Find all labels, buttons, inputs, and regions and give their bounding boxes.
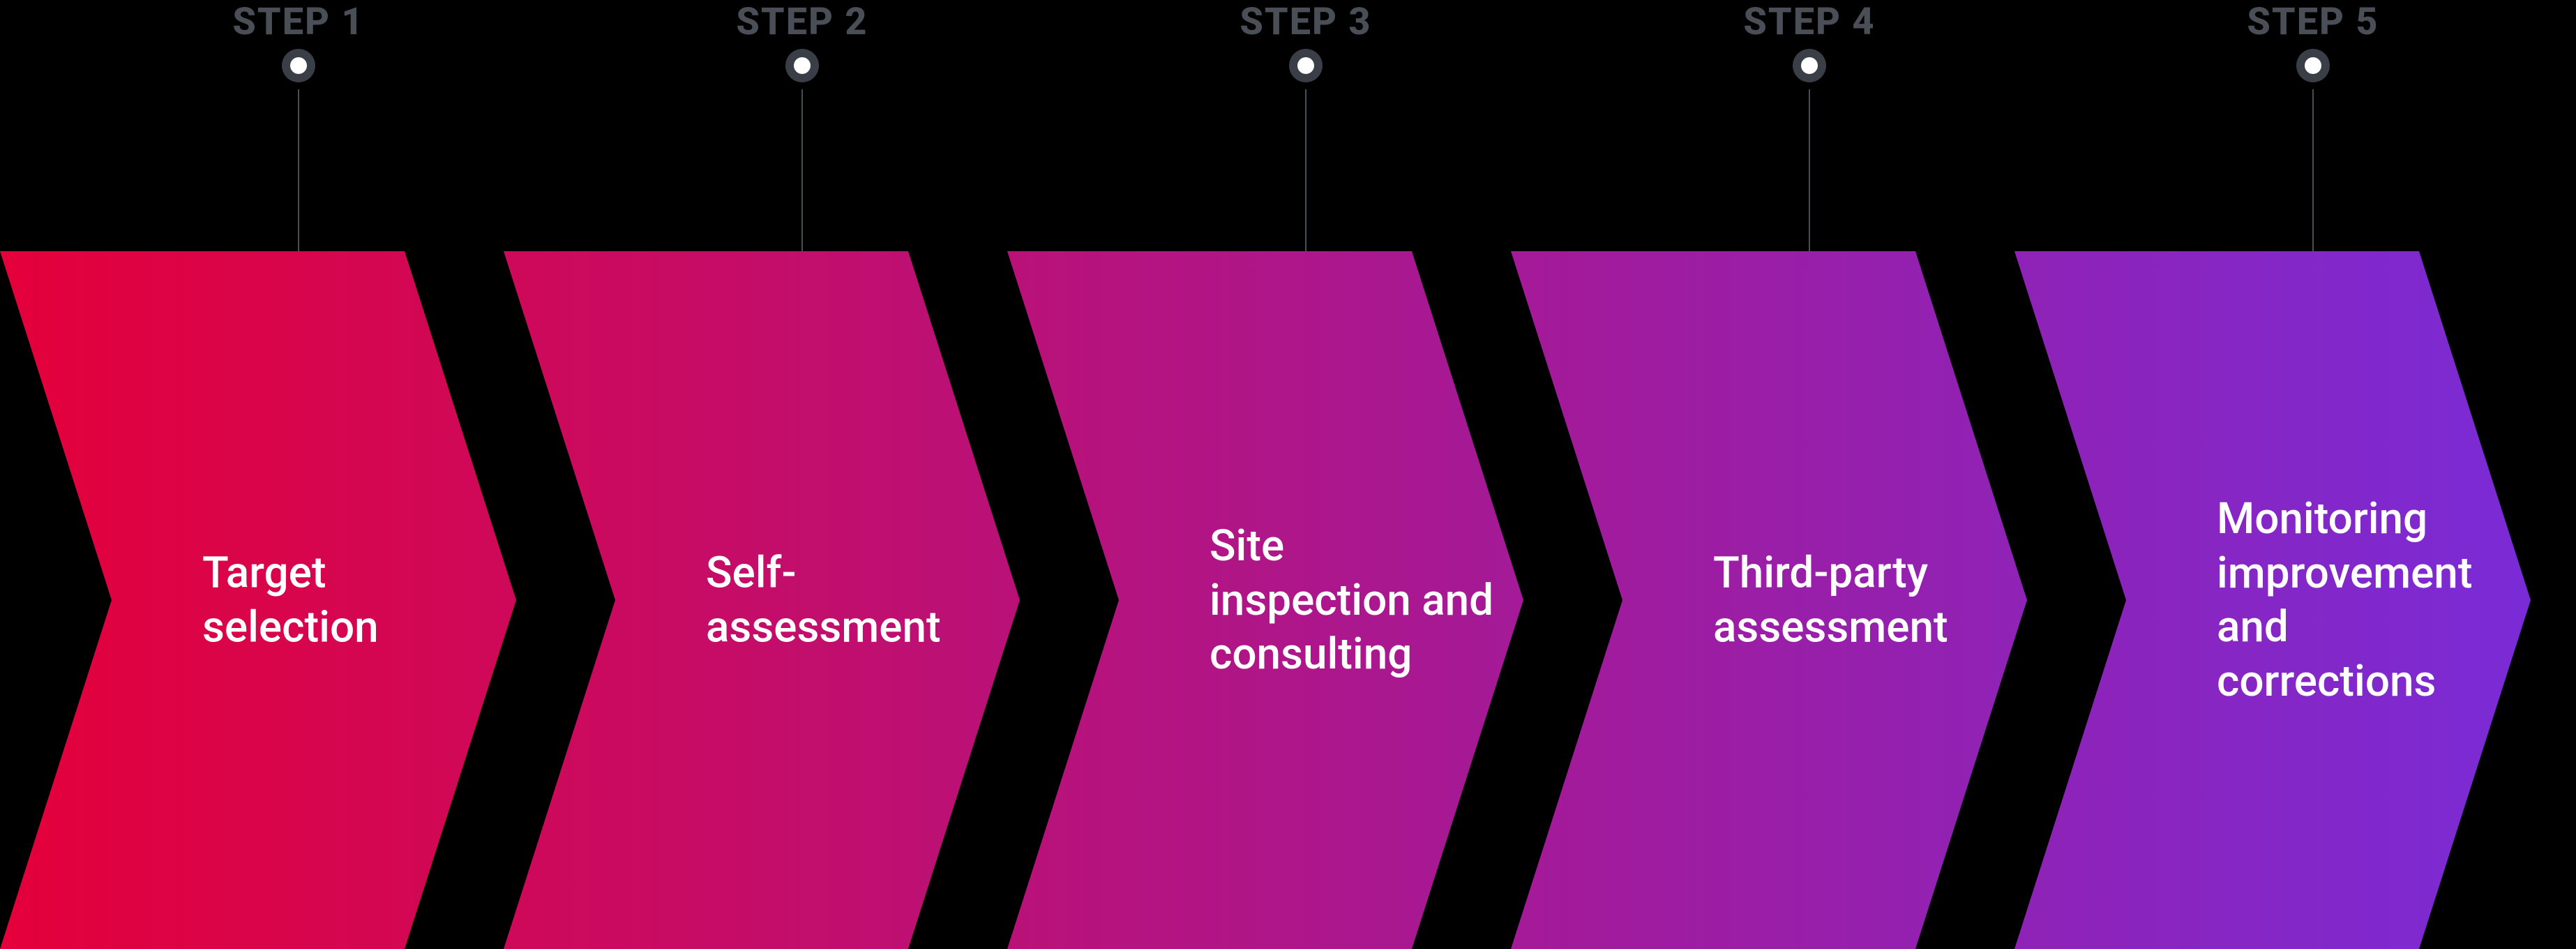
- dot-inner-icon: [1801, 57, 1818, 74]
- dot-icon: [282, 49, 315, 82]
- step-marker: [282, 49, 315, 82]
- process-diagram: STEP 1 STEP 2 STEP 3 STEP 4 STEP 5 Target se…: [0, 0, 2576, 949]
- connector-line: [801, 89, 803, 251]
- dot-inner-icon: [794, 57, 811, 74]
- process-arrow-title: Third-party assessment: [1713, 546, 2027, 655]
- process-arrow-title: Site inspection and consulting: [1210, 519, 1523, 682]
- connector-line: [298, 89, 299, 251]
- step-marker: [785, 49, 819, 82]
- step-label: STEP 4: [1743, 0, 1875, 44]
- step-header: STEP 1: [232, 0, 364, 44]
- connector-line: [1809, 89, 1810, 251]
- connector-line: [1305, 89, 1306, 251]
- dot-icon: [1289, 49, 1323, 82]
- step-marker: [1289, 49, 1323, 82]
- step-header: STEP 4: [1743, 0, 1875, 44]
- step-label: STEP 1: [232, 0, 364, 44]
- process-arrow-title: Monitoring improvement and corrections: [2217, 492, 2531, 708]
- process-arrow: Self-assessment: [504, 251, 1020, 949]
- arrows-layer: Target selection Self-assessment Site insp…: [0, 251, 2576, 949]
- process-arrow: Monitoring improvement and corrections: [2014, 251, 2531, 949]
- step-header: STEP 5: [2247, 0, 2379, 44]
- step-label: STEP 3: [1240, 0, 1371, 44]
- dot-inner-icon: [1297, 57, 1314, 74]
- step-label: STEP 2: [736, 0, 868, 44]
- step-header: STEP 3: [1240, 0, 1371, 44]
- step-marker: [2296, 49, 2330, 82]
- step-header: STEP 2: [736, 0, 868, 44]
- process-arrow: Target selection: [0, 251, 516, 949]
- process-arrow: Site inspection and consulting: [1007, 251, 1523, 949]
- dot-inner-icon: [2305, 57, 2321, 74]
- dot-inner-icon: [290, 57, 307, 74]
- dot-icon: [785, 49, 819, 82]
- step-marker: [1793, 49, 1826, 82]
- step-label: STEP 5: [2247, 0, 2379, 44]
- process-arrow-title: Self-assessment: [706, 546, 1020, 655]
- dot-icon: [2296, 49, 2330, 82]
- connector-line: [2312, 89, 2314, 251]
- process-arrow-title: Target selection: [202, 546, 516, 655]
- process-arrow: Third-party assessment: [1511, 251, 2027, 949]
- dot-icon: [1793, 49, 1826, 82]
